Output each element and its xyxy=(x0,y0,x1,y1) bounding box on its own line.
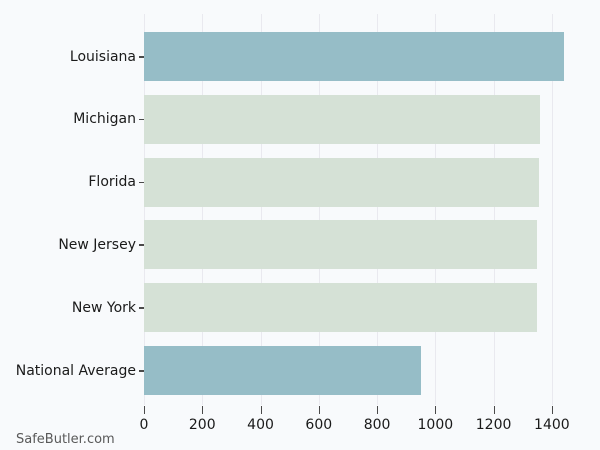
y-category-label: New York xyxy=(71,299,136,316)
gridline xyxy=(377,14,379,405)
x-tick-mark xyxy=(144,406,145,414)
gridline xyxy=(260,14,262,405)
watermark: SafeButler.com xyxy=(16,432,115,447)
x-tick-label: 800 xyxy=(363,417,391,433)
y-category-label: New Jersey xyxy=(58,236,136,253)
x-tick-mark xyxy=(318,406,320,414)
bar-louisiana xyxy=(144,32,565,81)
x-tick-label: 1000 xyxy=(417,417,454,433)
x-tick-label: 400 xyxy=(247,417,274,433)
x-tick-label: 600 xyxy=(305,417,333,433)
gridline xyxy=(318,14,320,405)
x-tick-mark xyxy=(435,406,437,414)
gridline xyxy=(144,14,145,405)
y-category-label: Louisiana xyxy=(69,48,136,65)
gridline xyxy=(202,14,204,405)
x-tick-label: 200 xyxy=(188,417,216,433)
x-tick-label: 1200 xyxy=(475,417,512,433)
x-tick-label: 0 xyxy=(139,417,149,433)
y-category-label: Michigan xyxy=(73,111,136,128)
y-tick-mark xyxy=(139,56,144,58)
gridline xyxy=(551,14,553,405)
x-tick-label: 1400 xyxy=(534,417,570,433)
y-tick-mark xyxy=(139,118,144,121)
y-tick-mark xyxy=(139,244,144,246)
y-category-label: National Average xyxy=(15,362,136,379)
x-tick-mark xyxy=(202,406,204,414)
bar-new-york xyxy=(144,283,538,333)
bar-national-average xyxy=(144,346,422,395)
gridline xyxy=(435,14,437,405)
x-tick-mark xyxy=(551,406,553,414)
y-category-label: Florida xyxy=(88,174,136,191)
x-tick-mark xyxy=(260,406,262,414)
gridline xyxy=(493,14,495,405)
bar-new-jersey xyxy=(144,220,537,270)
x-tick-mark xyxy=(377,406,379,414)
y-tick-mark xyxy=(139,307,144,309)
bar-michigan xyxy=(144,94,540,144)
bar-florida xyxy=(144,157,540,207)
y-tick-mark xyxy=(139,181,144,184)
y-tick-mark xyxy=(139,370,144,372)
x-tick-mark xyxy=(493,406,495,414)
